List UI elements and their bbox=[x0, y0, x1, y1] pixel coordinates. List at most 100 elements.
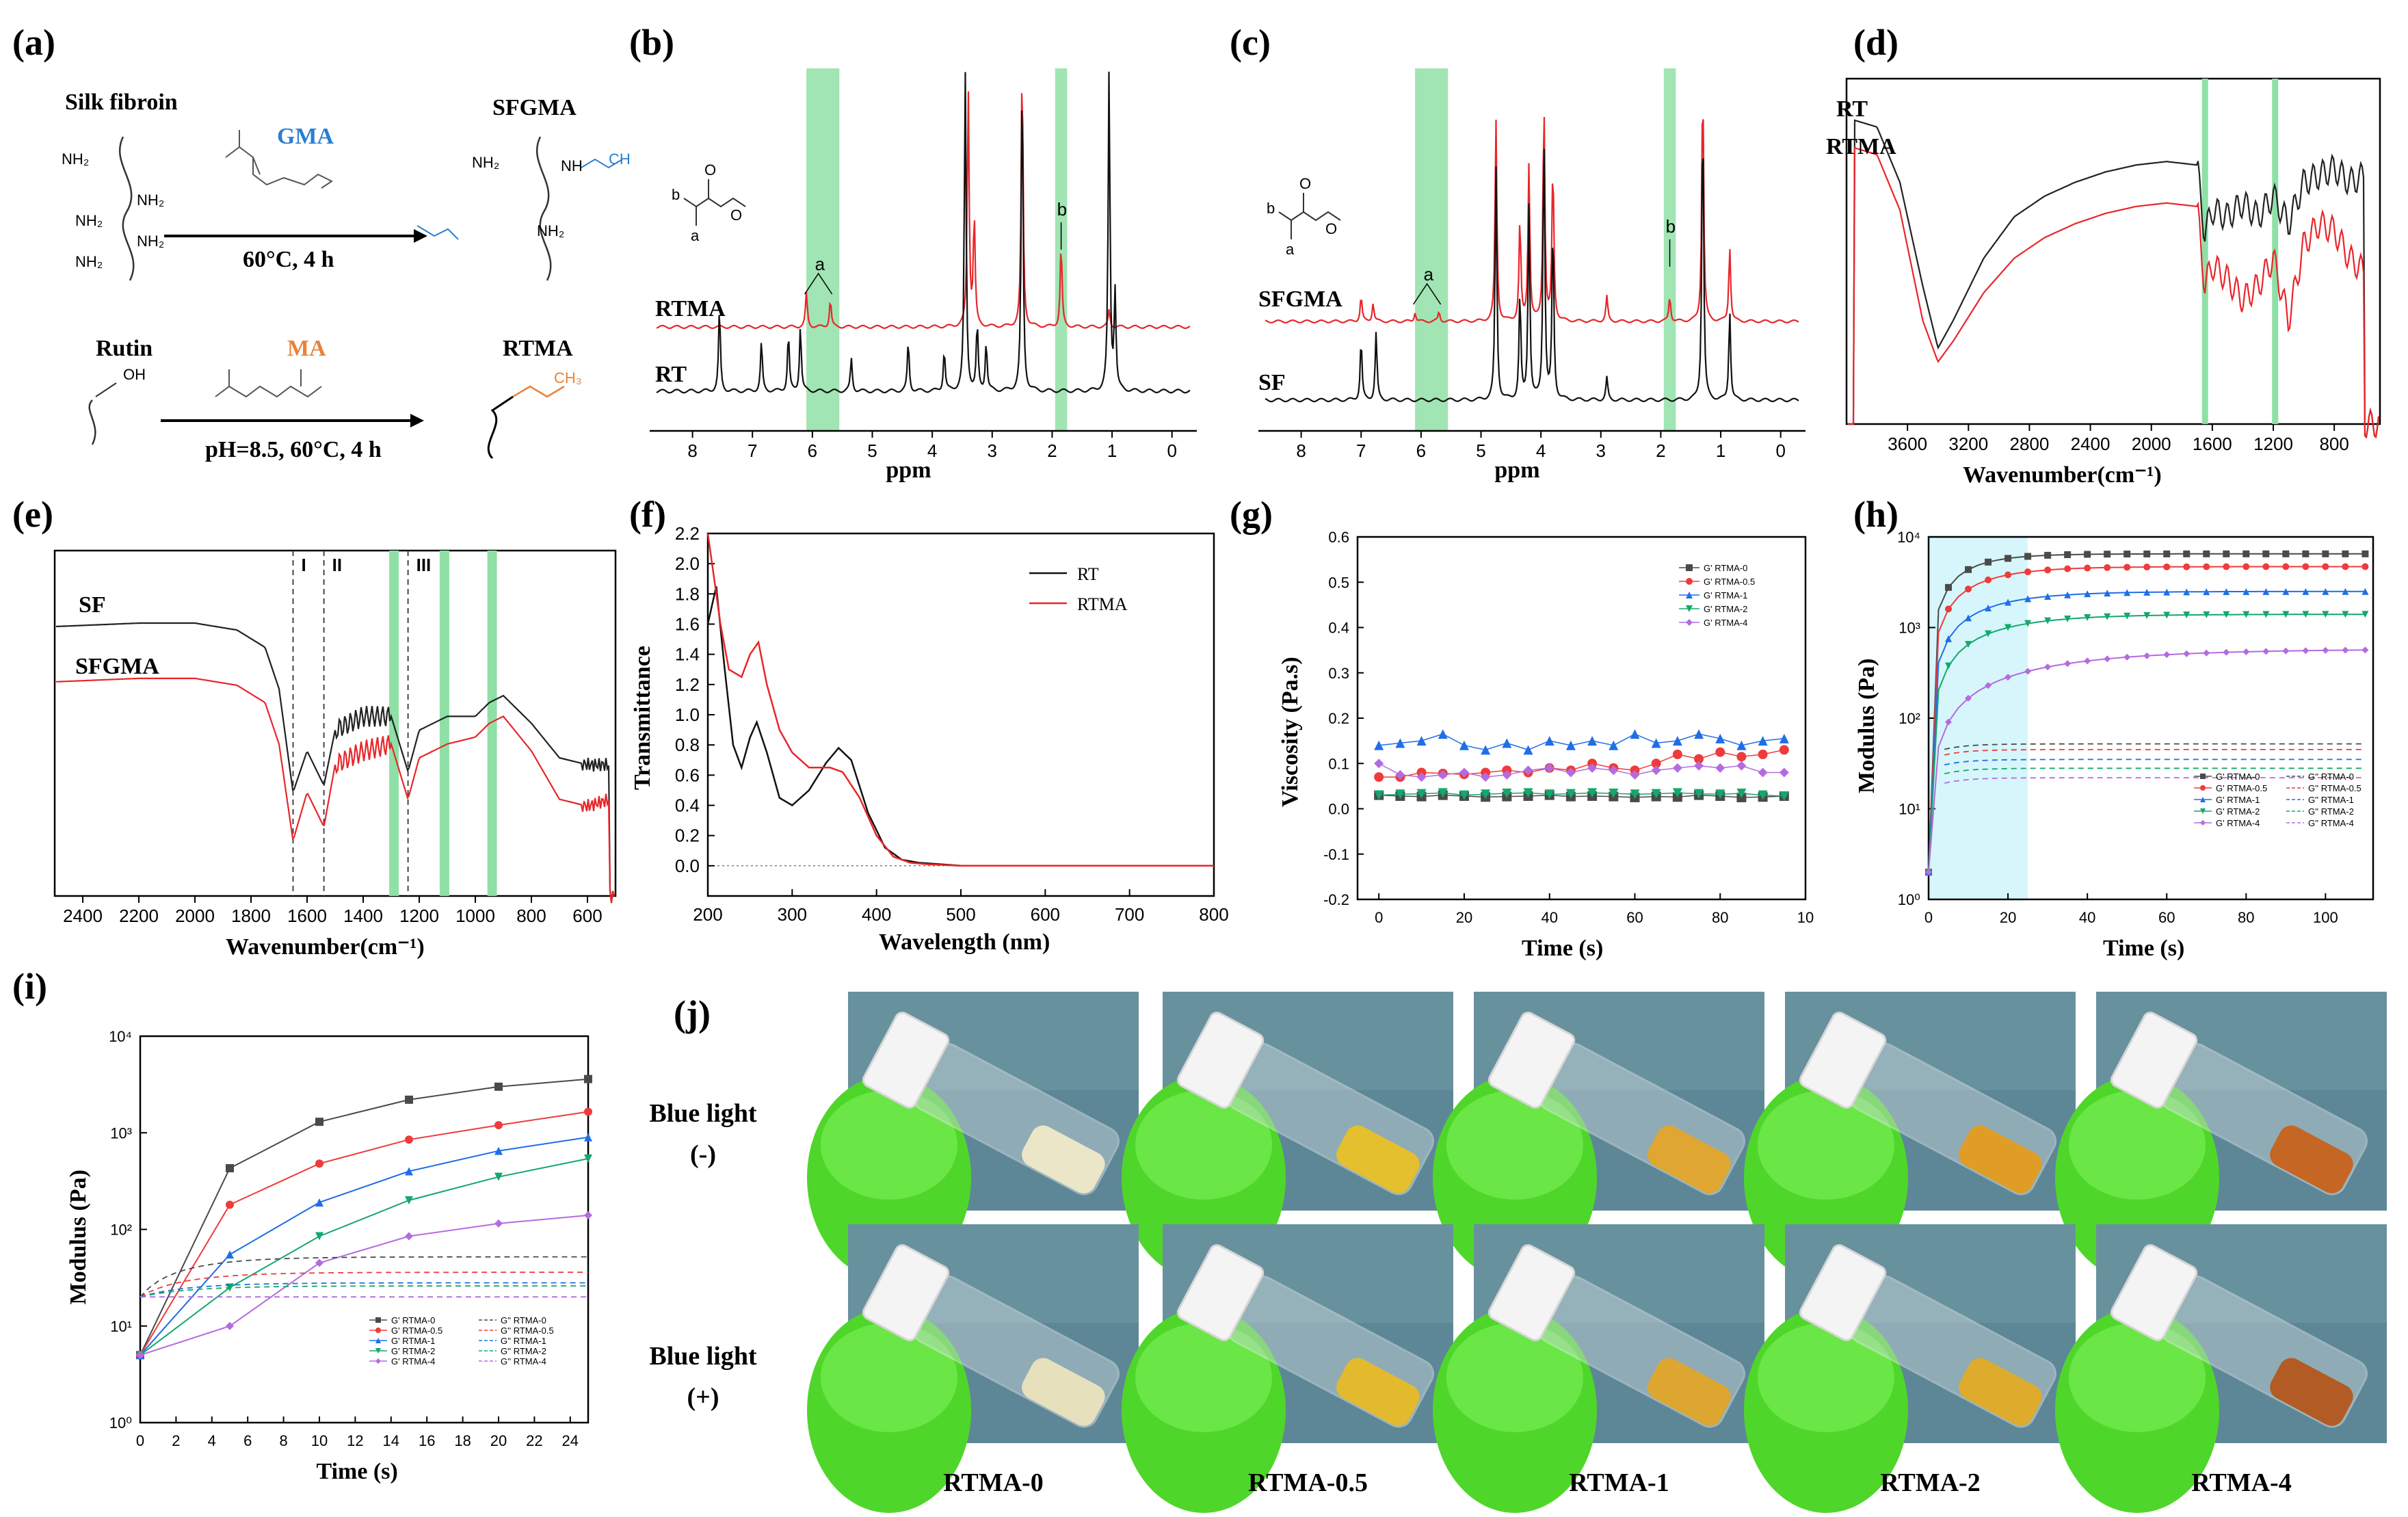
data-point bbox=[375, 1338, 381, 1343]
legend-label: G' RTMA-0 bbox=[2216, 771, 2260, 782]
data-point bbox=[1587, 763, 1598, 773]
data-point bbox=[2361, 611, 2369, 618]
gma-label: GMA bbox=[277, 124, 334, 149]
ftir-chart-d: 3600 3200 2800 2400 2000 1600 1200 800 Wavenumbe… bbox=[1826, 77, 2381, 488]
series-line bbox=[140, 1111, 589, 1356]
vial-cap bbox=[1799, 1012, 1887, 1109]
green-cap-highlight bbox=[2069, 1090, 2206, 1200]
x-tick-label: 0 bbox=[1375, 909, 1383, 926]
y-tick-label: 10³ bbox=[110, 1124, 132, 1142]
vial bbox=[1176, 1012, 1434, 1196]
data-point bbox=[2064, 551, 2072, 558]
x-tick-label: 1200 bbox=[2253, 434, 2293, 454]
series-line-dashed bbox=[1944, 749, 2366, 756]
data-point bbox=[1779, 745, 1789, 755]
series-label: RTMA bbox=[655, 296, 726, 321]
data-point bbox=[2024, 668, 2032, 675]
data-point bbox=[2322, 611, 2329, 618]
x-tick-label: 2800 bbox=[2010, 434, 2050, 454]
x-tick-label: 40 bbox=[2079, 909, 2095, 926]
x-tick-label: 40 bbox=[1541, 909, 1557, 926]
y-tick-label: 0.5 bbox=[1328, 574, 1349, 591]
peak-annotation-b: b bbox=[1666, 216, 1676, 237]
data-point bbox=[1715, 763, 1725, 773]
peak-annotation-a: a bbox=[1424, 264, 1434, 285]
data-point bbox=[375, 1358, 381, 1364]
data-point bbox=[1715, 747, 1725, 757]
data-point bbox=[1686, 605, 1693, 612]
data-point bbox=[2342, 646, 2349, 654]
x-tick-label: 20 bbox=[490, 1432, 507, 1449]
y-tick-label: 10³ bbox=[1898, 620, 1920, 637]
data-point bbox=[494, 1172, 503, 1181]
x-tick-label: 600 bbox=[1031, 904, 1060, 925]
data-point bbox=[1587, 788, 1598, 798]
silk-fibroin-chain bbox=[118, 136, 135, 281]
y-tick-label: 10⁴ bbox=[109, 1028, 132, 1045]
legend-label: G'' RTMA-4 bbox=[2308, 818, 2354, 828]
panel-label: (h) bbox=[1853, 494, 1898, 535]
x-tick-label: 4 bbox=[208, 1432, 216, 1449]
y-tick-label: 2.2 bbox=[675, 523, 700, 544]
data-point bbox=[1686, 564, 1693, 571]
data-point bbox=[2044, 592, 2052, 600]
x-tick-label: 6 bbox=[243, 1432, 252, 1449]
vial-liquid bbox=[1336, 1358, 1420, 1426]
data-point bbox=[2223, 611, 2230, 618]
data-point bbox=[2104, 551, 2111, 558]
data-point bbox=[1459, 740, 1469, 750]
legend-label: G'' RTMA-0 bbox=[2308, 771, 2354, 782]
data-point bbox=[1965, 641, 1972, 648]
data-point bbox=[1438, 729, 1448, 739]
data-point bbox=[2361, 646, 2369, 654]
data-point bbox=[1965, 566, 1972, 573]
x-tick-label: 500 bbox=[946, 904, 975, 925]
data-point bbox=[2282, 611, 2290, 618]
vial-cap bbox=[862, 1244, 950, 1341]
amine-group-label: NH₂ bbox=[137, 233, 164, 250]
vial-photo bbox=[1433, 992, 1764, 1280]
green-cap-highlight bbox=[1135, 1090, 1272, 1200]
rtma-graft bbox=[512, 385, 565, 398]
data-point bbox=[2223, 648, 2230, 656]
spectrum-line bbox=[706, 586, 1214, 867]
data-point bbox=[2044, 617, 2052, 624]
data-point bbox=[2005, 571, 2012, 579]
y-tick-label: 0.2 bbox=[1328, 710, 1349, 727]
band-roman-label: I bbox=[302, 555, 306, 575]
data-point bbox=[2200, 785, 2206, 791]
side-fragment bbox=[416, 225, 459, 240]
data-point bbox=[2084, 590, 2091, 598]
data-point bbox=[2084, 614, 2091, 622]
x-tick-label: 80 bbox=[2238, 909, 2254, 926]
amine-group-label: NH₂ bbox=[75, 212, 103, 229]
sfgma-chain bbox=[535, 136, 552, 281]
data-point bbox=[2143, 564, 2151, 571]
y-axis-label: Transmittance bbox=[630, 646, 655, 790]
rutin-chain bbox=[88, 399, 96, 445]
data-point bbox=[2183, 611, 2191, 619]
y-tick-label: 0.1 bbox=[1328, 755, 1349, 772]
series-line bbox=[1379, 733, 1784, 751]
data-point bbox=[2322, 646, 2329, 654]
spectrum-line bbox=[656, 71, 1191, 394]
data-point bbox=[1481, 772, 1491, 782]
data-point bbox=[405, 1167, 413, 1176]
y-tick-label: 0.4 bbox=[675, 795, 700, 816]
x-tick-label: 200 bbox=[693, 904, 722, 925]
data-point bbox=[1779, 733, 1789, 743]
data-point bbox=[2322, 550, 2329, 557]
panel-label: (c) bbox=[1230, 22, 1271, 63]
data-point bbox=[1395, 789, 1405, 800]
y-tick-label: 0.6 bbox=[675, 765, 700, 785]
data-point bbox=[2262, 648, 2270, 655]
series-label: SF bbox=[79, 592, 106, 618]
data-point bbox=[2143, 612, 2151, 620]
data-point bbox=[375, 1317, 381, 1323]
data-point bbox=[2282, 588, 2290, 595]
green-cap-highlight bbox=[2069, 1323, 2206, 1432]
data-point bbox=[2024, 568, 2032, 576]
y-tick-label: 0.0 bbox=[1328, 801, 1349, 818]
legend-label: G' RTMA-2 bbox=[391, 1346, 435, 1356]
vial-liquid bbox=[2270, 1125, 2353, 1193]
